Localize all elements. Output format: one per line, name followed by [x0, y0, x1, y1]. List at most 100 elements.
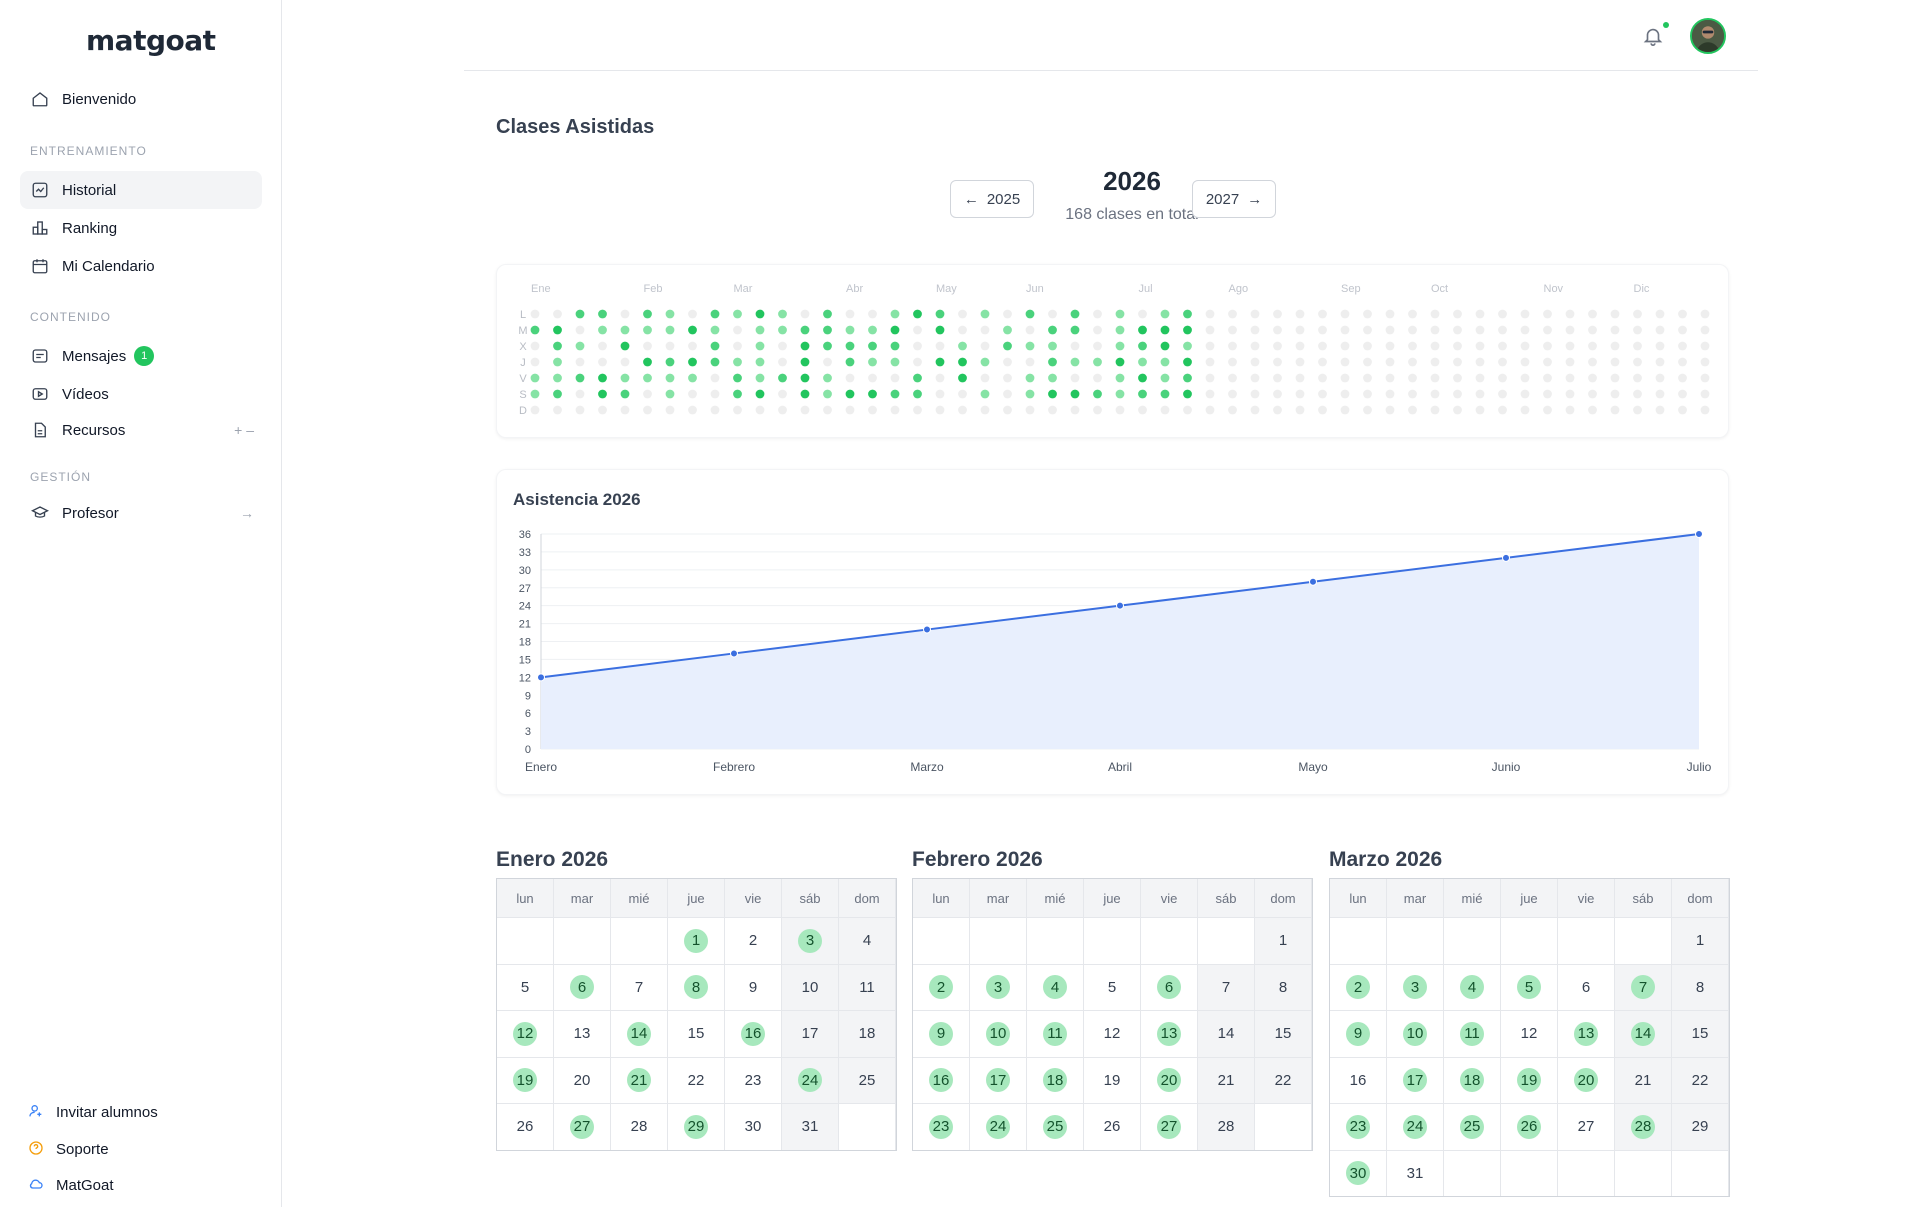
recursos-toggle[interactable]: + – — [234, 422, 254, 438]
calendar-day[interactable]: 3 — [970, 963, 1027, 1010]
calendar-day[interactable]: 3 — [1387, 963, 1444, 1010]
nav-calendario[interactable]: Mi Calendario — [20, 247, 262, 285]
calendar-day[interactable]: 7 — [1198, 963, 1255, 1010]
calendar-day[interactable]: 22 — [668, 1056, 725, 1103]
calendar-day[interactable]: 10 — [1387, 1010, 1444, 1057]
nav-ranking[interactable]: Ranking — [20, 209, 262, 247]
calendar-day[interactable]: 8 — [1255, 963, 1312, 1010]
calendar-day[interactable]: 21 — [611, 1056, 668, 1103]
calendar-day[interactable]: 4 — [1027, 963, 1084, 1010]
calendar-day[interactable]: 14 — [611, 1010, 668, 1057]
data-point[interactable] — [730, 649, 738, 658]
calendar-day[interactable]: 25 — [1444, 1103, 1501, 1150]
data-point[interactable] — [1116, 601, 1124, 610]
calendar-day[interactable]: 17 — [970, 1056, 1027, 1103]
calendar-day[interactable]: 27 — [1558, 1103, 1615, 1150]
calendar-day[interactable]: 2 — [913, 963, 970, 1010]
calendar-day[interactable]: 11 — [839, 963, 896, 1010]
calendar-day[interactable]: 20 — [1141, 1056, 1198, 1103]
support-link[interactable]: Soporte — [28, 1140, 109, 1158]
calendar-day[interactable]: 27 — [1141, 1103, 1198, 1150]
calendar-day[interactable]: 24 — [782, 1056, 839, 1103]
nav-videos[interactable]: Vídeos — [20, 375, 262, 413]
calendar-day[interactable]: 1 — [668, 917, 725, 964]
calendar-day[interactable]: 8 — [1672, 963, 1729, 1010]
calendar-day[interactable]: 4 — [839, 917, 896, 964]
calendar-day[interactable]: 2 — [1330, 963, 1387, 1010]
calendar-day[interactable]: 15 — [668, 1010, 725, 1057]
calendar-day[interactable]: 6 — [1558, 963, 1615, 1010]
calendar-day[interactable]: 10 — [782, 963, 839, 1010]
bell-icon[interactable] — [1642, 25, 1664, 47]
calendar-day[interactable]: 5 — [1084, 963, 1141, 1010]
nav-profesor[interactable]: Profesor → — [20, 494, 262, 532]
calendar-day[interactable]: 18 — [1027, 1056, 1084, 1103]
calendar-day[interactable]: 28 — [1198, 1103, 1255, 1150]
calendar-day[interactable]: 21 — [1198, 1056, 1255, 1103]
calendar-day[interactable]: 12 — [497, 1010, 554, 1057]
calendar-day[interactable]: 21 — [1615, 1056, 1672, 1103]
calendar-day[interactable]: 5 — [497, 963, 554, 1010]
calendar-day[interactable]: 2 — [725, 917, 782, 964]
calendar-day[interactable]: 26 — [497, 1103, 554, 1150]
calendar-day[interactable]: 7 — [1615, 963, 1672, 1010]
nav-mensajes[interactable]: Mensajes 1 — [20, 337, 262, 375]
calendar-day[interactable]: 28 — [1615, 1103, 1672, 1150]
nav-recursos[interactable]: Recursos + – — [20, 411, 262, 449]
calendar-day[interactable]: 23 — [725, 1056, 782, 1103]
calendar-day[interactable]: 13 — [1141, 1010, 1198, 1057]
calendar-day[interactable]: 31 — [782, 1103, 839, 1150]
calendar-day[interactable]: 19 — [1501, 1056, 1558, 1103]
calendar-day[interactable]: 1 — [1255, 917, 1312, 964]
calendar-day[interactable]: 16 — [913, 1056, 970, 1103]
calendar-day[interactable]: 14 — [1615, 1010, 1672, 1057]
calendar-day[interactable]: 12 — [1084, 1010, 1141, 1057]
calendar-day[interactable]: 12 — [1501, 1010, 1558, 1057]
calendar-day[interactable]: 23 — [1330, 1103, 1387, 1150]
calendar-day[interactable]: 24 — [1387, 1103, 1444, 1150]
calendar-day[interactable]: 10 — [970, 1010, 1027, 1057]
calendar-day[interactable]: 25 — [1027, 1103, 1084, 1150]
calendar-day[interactable]: 17 — [782, 1010, 839, 1057]
calendar-day[interactable]: 19 — [1084, 1056, 1141, 1103]
calendar-day[interactable]: 5 — [1501, 963, 1558, 1010]
calendar-day[interactable]: 6 — [554, 963, 611, 1010]
calendar-day[interactable]: 26 — [1084, 1103, 1141, 1150]
calendar-day[interactable]: 15 — [1672, 1010, 1729, 1057]
calendar-day[interactable]: 17 — [1387, 1056, 1444, 1103]
calendar-day[interactable]: 20 — [1558, 1056, 1615, 1103]
calendar-day[interactable]: 16 — [725, 1010, 782, 1057]
calendar-day[interactable]: 1 — [1672, 917, 1729, 964]
calendar-day[interactable]: 28 — [611, 1103, 668, 1150]
calendar-day[interactable]: 26 — [1501, 1103, 1558, 1150]
data-point[interactable] — [1502, 553, 1510, 562]
calendar-day[interactable]: 18 — [839, 1010, 896, 1057]
calendar-day[interactable]: 31 — [1387, 1149, 1444, 1196]
calendar-day[interactable]: 13 — [1558, 1010, 1615, 1057]
calendar-day[interactable]: 25 — [839, 1056, 896, 1103]
calendar-day[interactable]: 20 — [554, 1056, 611, 1103]
next-year-button[interactable]: 2027 → — [1192, 180, 1276, 218]
calendar-day[interactable]: 22 — [1255, 1056, 1312, 1103]
calendar-day[interactable]: 23 — [913, 1103, 970, 1150]
avatar[interactable] — [1690, 18, 1726, 54]
calendar-day[interactable]: 8 — [668, 963, 725, 1010]
calendar-day[interactable]: 24 — [970, 1103, 1027, 1150]
calendar-day[interactable]: 29 — [668, 1103, 725, 1150]
calendar-day[interactable]: 9 — [725, 963, 782, 1010]
data-point[interactable] — [1309, 577, 1317, 586]
invite-students-link[interactable]: Invitar alumnos — [28, 1103, 158, 1121]
calendar-day[interactable]: 6 — [1141, 963, 1198, 1010]
nav-bienvenido[interactable]: Bienvenido — [20, 80, 262, 118]
calendar-day[interactable]: 7 — [611, 963, 668, 1010]
logo[interactable]: matgoat — [86, 24, 216, 57]
calendar-day[interactable]: 29 — [1672, 1103, 1729, 1150]
calendar-day[interactable]: 18 — [1444, 1056, 1501, 1103]
calendar-day[interactable]: 14 — [1198, 1010, 1255, 1057]
calendar-day[interactable]: 9 — [1330, 1010, 1387, 1057]
calendar-day[interactable]: 30 — [725, 1103, 782, 1150]
data-point[interactable] — [1695, 530, 1703, 538]
data-point[interactable] — [537, 673, 545, 682]
calendar-day[interactable]: 4 — [1444, 963, 1501, 1010]
calendar-day[interactable]: 9 — [913, 1010, 970, 1057]
